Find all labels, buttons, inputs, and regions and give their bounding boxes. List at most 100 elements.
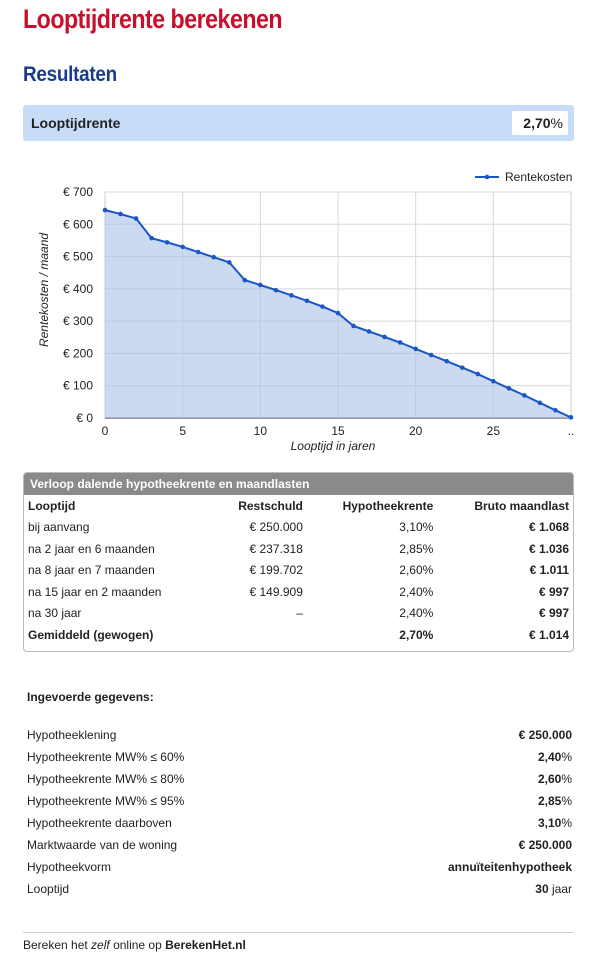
table-cell: 2,40%	[399, 606, 434, 621]
input-row: Looptijd 30 jaar	[27, 878, 572, 900]
result-bar: Looptijdrente 2,70%	[23, 105, 574, 141]
x-tick-label: 0	[102, 424, 109, 438]
result-value-number: 2,70	[523, 115, 551, 131]
table-cell: 2,60%	[399, 563, 434, 578]
table-cell: € 1.068	[528, 520, 569, 535]
legend-label: Rentekosten	[505, 170, 572, 184]
table-cell: 2,70%	[399, 627, 434, 642]
data-point	[568, 415, 574, 420]
y-tick-label: € 300	[63, 314, 93, 328]
input-row: Hypotheeklening € 250.000	[27, 724, 572, 746]
table-cell: bij aanvang	[28, 520, 90, 535]
footer-brand-link[interactable]: BerekenHet.nl	[165, 938, 246, 952]
x-tick-label: 15	[331, 424, 345, 438]
data-point	[459, 365, 465, 370]
data-point	[226, 260, 232, 265]
table-cell: na 15 jaar en 2 maanden	[28, 584, 162, 599]
input-value: 2,60%	[537, 772, 572, 786]
table-cell: € 199.702	[249, 563, 303, 578]
table-cell: € 997	[538, 606, 569, 621]
data-point	[102, 207, 108, 213]
y-tick-label: € 400	[63, 282, 93, 296]
data-point	[118, 211, 123, 217]
data-point	[211, 254, 217, 260]
x-tick-label: 20	[409, 424, 423, 438]
data-point	[133, 216, 139, 221]
table-cell: na 2 jaar en 6 maanden	[28, 541, 155, 556]
chart-legend: Rentekosten	[475, 170, 572, 184]
input-summary-title: Ingevoerde gegevens:	[27, 690, 154, 704]
result-value-unit: %	[550, 115, 563, 131]
table-header-cell: Looptijd	[28, 498, 76, 513]
footer: Bereken het zelf online op BerekenHet.nl	[23, 938, 246, 952]
data-point	[428, 352, 434, 358]
input-label: Hypotheekrente daarboven	[27, 816, 172, 830]
table-cell: € 1.036	[528, 541, 569, 556]
table-cell: 2,85%	[399, 541, 434, 556]
table-header-cell: Bruto maandlast	[474, 498, 569, 513]
table-cell: € 997	[538, 584, 569, 599]
table-row: na 30 jaar – 2,40% € 997	[24, 603, 573, 625]
result-label: Looptijdrente	[31, 115, 121, 131]
table-row: na 15 jaar en 2 maanden € 149.909 2,40% € 9…	[24, 581, 573, 603]
data-point	[195, 249, 201, 255]
data-point	[506, 385, 512, 391]
data-point	[258, 282, 263, 288]
table-cell: 3,10%	[399, 520, 434, 535]
legend-marker	[484, 174, 490, 180]
data-point	[149, 235, 154, 241]
input-value: 2,40%	[537, 750, 572, 764]
table-row: na 2 jaar en 6 maanden € 237.318 2,85% € 1.…	[24, 538, 573, 560]
data-point	[304, 298, 310, 304]
input-summary: Ingevoerde gegevens: Hypotheeklening € 25…	[27, 690, 572, 900]
input-value: 2,85%	[537, 794, 572, 808]
data-point	[180, 244, 185, 250]
data-point	[397, 340, 403, 345]
x-tick-label: 10	[254, 424, 268, 438]
y-tick-label: € 100	[63, 379, 93, 393]
x-tick-label: 25	[487, 424, 501, 438]
data-point	[537, 400, 543, 406]
rate-table-grid: Looptijd Restschuld Hypotheekrente Bruto ma…	[24, 495, 573, 646]
table-cell: € 237.318	[249, 541, 303, 556]
data-point	[413, 346, 418, 352]
table-cell: –	[296, 606, 303, 621]
chart-x-label: Looptijd in jaren	[291, 439, 376, 453]
y-tick-label: € 700	[63, 185, 93, 199]
input-row: Marktwaarde van de woning € 250.000	[27, 834, 572, 856]
input-label: Hypotheekrente MW% ≤ 80%	[27, 772, 185, 786]
x-tick-label: ..	[568, 424, 575, 438]
data-point	[382, 334, 387, 340]
data-point	[366, 329, 372, 334]
input-row: Hypotheekrente MW% ≤ 80% 2,60%	[27, 768, 572, 790]
table-row: na 8 jaar en 7 maanden € 199.702 2,60% € 1.…	[24, 560, 573, 582]
table-row: bij aanvang € 250.000 3,10% € 1.068	[24, 517, 573, 539]
rate-table: Verloop dalende hypotheekrente en maandl…	[23, 472, 574, 652]
input-rows: Hypotheeklening € 250.000 Hypotheekrente M…	[27, 724, 572, 900]
data-point	[320, 304, 325, 309]
data-point	[273, 287, 279, 293]
result-value: 2,70%	[512, 111, 568, 135]
x-tick-label: 5	[179, 424, 186, 438]
y-tick-label: € 0	[76, 411, 93, 425]
footer-middle: online op	[109, 938, 166, 952]
y-tick-label: € 200	[63, 346, 93, 360]
y-tick-label: € 500	[63, 250, 93, 264]
data-point	[351, 323, 356, 329]
chart-y-label: Rentekosten / maand	[37, 233, 51, 347]
footer-em: zelf	[91, 938, 110, 952]
interest-cost-chart: € 0 € 100 € 200 € 300 € 400 € 500 € 600 € 700 0 5…	[37, 170, 574, 453]
data-point	[475, 371, 481, 377]
data-point	[289, 293, 294, 298]
input-row: Hypotheekrente MW% ≤ 60% 2,40%	[27, 746, 572, 768]
input-row: Hypotheekrente daarboven 3,10%	[27, 812, 572, 834]
table-header-cell: Restschuld	[238, 498, 303, 513]
input-value: 3,10%	[537, 816, 572, 830]
input-row: Hypotheekrente MW% ≤ 95% 2,85%	[27, 790, 572, 812]
table-cell: € 1.011	[529, 563, 569, 578]
input-label: Looptijd	[27, 882, 70, 896]
input-label: Hypotheekrente MW% ≤ 60%	[27, 750, 185, 764]
chart-ticks: € 0 € 100 € 200 € 300 € 400 € 500 € 600 € 700 0 5…	[63, 185, 574, 438]
input-label: Hypotheeklening	[27, 728, 117, 742]
